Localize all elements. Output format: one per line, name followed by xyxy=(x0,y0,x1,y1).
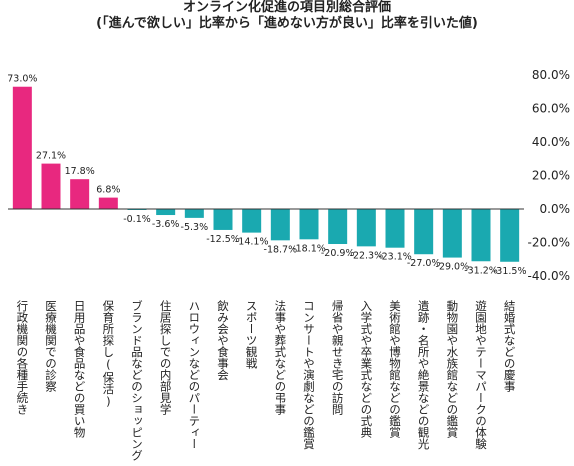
bar xyxy=(385,209,405,248)
data-label: -20.9% xyxy=(321,248,355,259)
bar xyxy=(70,179,90,209)
bar xyxy=(500,209,520,262)
category-label: 保育所探し(保活) xyxy=(101,299,115,408)
bar xyxy=(242,209,262,233)
category-label: コンサートや演劇などの鑑賞 xyxy=(302,300,316,450)
chart-title: オンライン化促進の項目別総合評価 xyxy=(182,0,391,15)
data-label: -14.1% xyxy=(235,237,269,248)
data-label: 73.0% xyxy=(7,74,37,85)
data-label: -18.7% xyxy=(264,244,298,255)
data-label: -27.0% xyxy=(407,258,441,269)
data-label: -22.3% xyxy=(350,250,384,261)
category-label: スポーツ観戦 xyxy=(245,300,259,370)
category-label: ブランド品などのショッピング xyxy=(130,299,144,461)
bar xyxy=(356,209,376,247)
data-label: -3.6% xyxy=(152,219,180,230)
y-tick-label: 20.0% xyxy=(532,169,570,183)
category-label: 遺跡・名所や絶景などの観光 xyxy=(417,299,431,450)
y-tick-label: 80.0% xyxy=(532,68,570,82)
category-label: 入学式や卒業式などの式典 xyxy=(359,300,373,439)
y-tick-label: -40.0% xyxy=(528,269,570,283)
bar xyxy=(471,209,491,262)
data-label: 17.8% xyxy=(65,166,95,177)
category-label: 飲み会や食事会 xyxy=(216,299,230,381)
category-label: ハロウィンなどのパーティー xyxy=(187,300,201,450)
data-label: -23.1% xyxy=(378,252,412,263)
bar xyxy=(184,209,204,218)
y-tick-label: 0.0% xyxy=(540,202,571,216)
category-label: 美術館や博物館などの鑑賞 xyxy=(388,299,402,439)
data-label: -12.5% xyxy=(206,234,240,245)
data-label: -5.3% xyxy=(181,222,209,233)
bar xyxy=(41,163,61,209)
bar xyxy=(442,209,462,258)
bar xyxy=(156,209,176,216)
data-label: -29.0% xyxy=(436,262,470,273)
y-tick-label: -20.0% xyxy=(528,236,570,250)
category-label: 遊園地やテーマパークの体験 xyxy=(474,299,488,450)
data-label: 6.8% xyxy=(96,185,120,196)
data-label: 27.1% xyxy=(36,151,66,162)
data-label: -0.1% xyxy=(123,214,151,225)
data-label: -31.5% xyxy=(493,266,527,277)
bar xyxy=(213,209,233,230)
category-label: 帰省や親せき宅の訪問 xyxy=(331,300,345,416)
category-label: 動物園や水族館などの鑑賞 xyxy=(445,299,459,439)
bar xyxy=(414,209,434,255)
y-tick-label: 60.0% xyxy=(532,102,570,116)
bar xyxy=(299,209,319,240)
category-label: 行政機関の各種手続き xyxy=(15,300,29,415)
category-label: 法事や葬式などの弔事 xyxy=(273,299,287,415)
chart-subtitle: (「進んで欲しい」比率から「進めない方が良い」比率を引いた値) xyxy=(96,16,478,31)
bar xyxy=(98,197,118,209)
category-label: 住居探しでの内部見学 xyxy=(159,299,173,415)
category-label: 医療機関での診察 xyxy=(44,300,58,392)
category-label: 結婚式などの慶事 xyxy=(503,299,517,392)
data-label: -31.2% xyxy=(464,265,498,276)
y-tick-label: 40.0% xyxy=(532,135,570,149)
bar xyxy=(270,209,290,241)
bar xyxy=(12,86,32,209)
data-label: -18.1% xyxy=(292,243,326,254)
category-label: 日用品や食品などの買い物 xyxy=(73,300,87,438)
bar xyxy=(328,209,348,245)
